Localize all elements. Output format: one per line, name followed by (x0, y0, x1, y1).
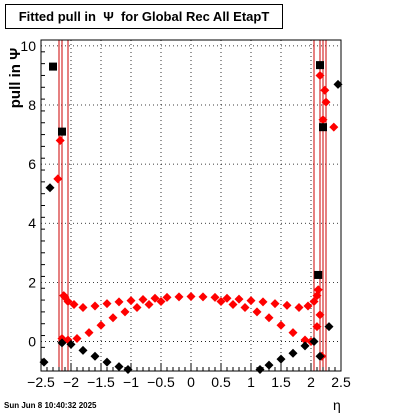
data-point-diamond (120, 307, 130, 317)
data-point-diamond (66, 339, 76, 349)
data-point-diamond (288, 328, 298, 338)
x-tick-label: 0 (187, 374, 195, 390)
data-point-diamond (318, 115, 328, 125)
data-point-square (314, 270, 323, 279)
data-point-diamond (240, 302, 250, 312)
data-point-diamond (234, 294, 244, 304)
x-tick-label: −1 (123, 374, 139, 390)
data-point-diamond (264, 313, 274, 323)
data-point-diamond (102, 299, 112, 309)
x-tick-label: 1 (247, 374, 255, 390)
data-point-diamond (198, 292, 208, 302)
y-tick-label: 4 (28, 215, 36, 231)
plot-frame (40, 39, 342, 372)
data-point-diamond (252, 307, 262, 317)
data-point-diamond (324, 322, 334, 332)
data-point-diamond (303, 301, 313, 311)
vertical-lines (58, 40, 327, 371)
data-point-diamond (315, 351, 325, 361)
data-point-diamond (132, 302, 142, 312)
data-point-diamond (144, 300, 154, 310)
data-point-diamond (228, 300, 238, 310)
data-point-square (58, 127, 66, 136)
data-point-diamond (57, 338, 67, 348)
data-point-diamond (315, 70, 325, 80)
timestamp-footer: Sun Jun 8 10:40:32 2025 (4, 401, 97, 410)
x-tick-label: 2 (307, 374, 315, 390)
y-tick-label: 0 (28, 333, 36, 349)
y-tick-label: 8 (28, 97, 36, 113)
data-point-diamond (114, 362, 124, 372)
data-point-diamond (246, 296, 256, 306)
data-point-diamond (333, 79, 343, 89)
data-point-diamond (84, 328, 94, 338)
grid-layer (40, 40, 342, 371)
data-point-square (319, 123, 327, 132)
data-point-diamond (96, 320, 106, 330)
data-point-diamond (69, 300, 79, 310)
data-point-diamond (300, 335, 310, 345)
data-point-diamond (270, 299, 280, 309)
data-point-diamond (210, 292, 220, 302)
data-point-diamond (123, 365, 133, 375)
x-tick-label: 2.5 (331, 374, 351, 390)
data-point-square (316, 61, 324, 70)
data-point-diamond (222, 293, 232, 303)
data-point-diamond (72, 333, 82, 343)
x-tick-label: 0.5 (211, 374, 231, 390)
data-point-diamond (45, 183, 55, 193)
data-point-diamond (150, 293, 160, 303)
y-tick-label: 2 (28, 274, 36, 290)
data-point-diamond (313, 285, 323, 295)
data-point-diamond (300, 341, 310, 351)
y-tick-label: 6 (28, 156, 36, 172)
data-point-diamond (320, 85, 330, 95)
x-tick-label: −0.5 (147, 374, 175, 390)
data-point-diamond (78, 302, 88, 312)
data-point-diamond (309, 336, 319, 346)
chart-title: Fitted pull in Ψ for Global Rec All Etap… (18, 9, 270, 24)
points-layer (39, 61, 343, 375)
data-point-diamond (315, 310, 325, 320)
x-tick-label: −2 (63, 374, 79, 390)
data-point-diamond (276, 354, 286, 364)
data-point-diamond (294, 302, 304, 312)
data-point-diamond (78, 345, 88, 355)
data-point-diamond (216, 297, 226, 307)
data-point-diamond (90, 351, 100, 361)
y-axis-label: pull in Ψ (7, 48, 24, 108)
data-point-diamond (264, 360, 274, 370)
x-tick-label: −1.5 (87, 374, 115, 390)
chart-title-box: Fitted pull in Ψ for Global Rec All Etap… (5, 4, 283, 29)
data-point-diamond (102, 357, 112, 367)
data-point-diamond (255, 365, 265, 375)
data-point-diamond (329, 122, 339, 132)
data-point-square (49, 62, 57, 71)
data-point-diamond (108, 313, 118, 323)
data-point-diamond (282, 300, 292, 310)
axes-layer: −2.5 −2 −1.5 −1 −0.5 0 0.5 1 1.5 2 2.5 0 2 4 6 8 10 (20, 38, 351, 390)
data-point-diamond (162, 292, 172, 302)
data-point-diamond (321, 97, 331, 107)
data-point-diamond (276, 320, 286, 330)
data-point-diamond (156, 297, 166, 307)
data-point-diamond (258, 297, 268, 307)
data-point-diamond (55, 135, 65, 145)
data-point-diamond (126, 296, 136, 306)
data-point-diamond (312, 291, 322, 301)
data-point-diamond (174, 292, 184, 302)
y-tick-label: 10 (20, 38, 36, 54)
data-point-diamond (186, 292, 196, 302)
data-point-diamond (90, 301, 100, 311)
x-axis-label: η (333, 397, 341, 413)
data-point-diamond (39, 357, 49, 367)
data-point-diamond (312, 322, 322, 332)
x-tick-label: −2.5 (27, 374, 55, 390)
data-point-diamond (53, 174, 63, 184)
data-point-diamond (114, 297, 124, 307)
data-point-diamond (288, 348, 298, 358)
x-tick-label: 1.5 (271, 374, 291, 390)
data-point-diamond (138, 294, 148, 304)
